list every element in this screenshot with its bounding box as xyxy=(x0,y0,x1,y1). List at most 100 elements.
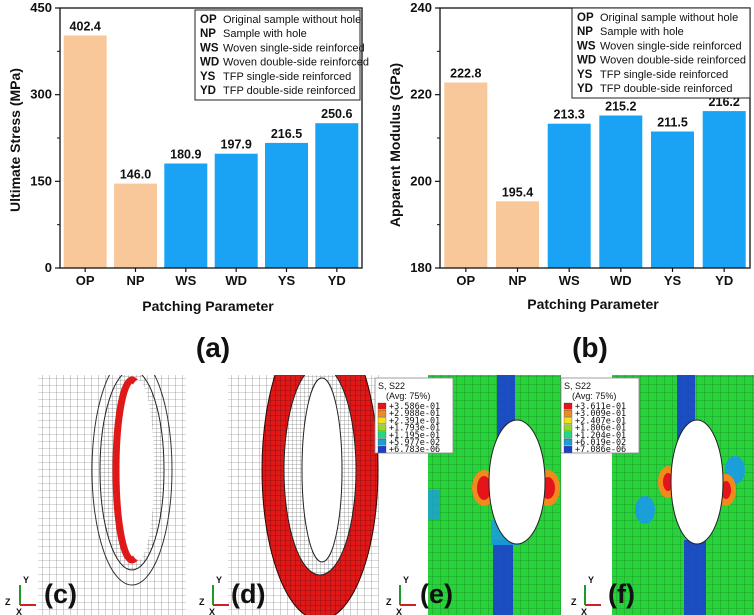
contour-value: +3.009e-01 xyxy=(575,409,626,419)
legend-description: TFP single-side reinforced xyxy=(600,69,728,81)
axis-y-label: Y xyxy=(216,575,222,585)
image-label-c: (c) xyxy=(44,579,77,609)
bar-yd xyxy=(315,123,359,268)
chart-b-apparent-modulus: 222.8 195.4 213.3 215.2 211.5 216.2 OP NP WS WD Y… xyxy=(387,0,751,363)
data-label-ys: 216.5 xyxy=(271,127,302,141)
x-tick-label: WD xyxy=(225,273,247,288)
legend-description: TFP double-side reinforced xyxy=(600,83,732,95)
contour-swatch xyxy=(563,431,573,439)
bar-ws xyxy=(547,123,591,268)
axis-x-label: X xyxy=(581,607,587,615)
legend-description: Woven double-side reinforced xyxy=(223,57,369,69)
x-tick-label: YS xyxy=(278,273,296,288)
e-legend-title: S, S22 xyxy=(378,381,405,391)
y-tick-label: 450 xyxy=(30,0,52,15)
chart-b-ylabel: Apparent Modulus (GPa) xyxy=(387,63,403,227)
legend-code: WD xyxy=(577,55,596,67)
contour-value: +2.407e-01 xyxy=(575,416,626,426)
data-label-np: 195.4 xyxy=(502,185,533,199)
chart-a-ultimate-stress: 402.4 146.0 180.9 197.9 216.5 250.6 OP NP WS WD Y… xyxy=(7,0,369,363)
data-label-yd: 216.2 xyxy=(709,95,740,109)
axis-triad-e: Y Z X xyxy=(386,575,416,615)
contour-swatch xyxy=(377,417,387,424)
legend-description: Original sample without hole xyxy=(600,12,738,24)
legend-code: NP xyxy=(200,28,216,40)
legend-box xyxy=(571,7,751,99)
contour-value: +3.586e-01 xyxy=(389,402,440,412)
axis-z-label: Z xyxy=(5,597,11,607)
axis-x-label: X xyxy=(209,607,215,615)
legend-description: Woven single-side reinforced xyxy=(600,40,742,52)
image-panel-c xyxy=(38,375,186,615)
axis-triad-f: Y Z X xyxy=(571,575,601,615)
bar-ys xyxy=(651,131,694,268)
contour-legend-f: S, S22 (Avg: 75%) +3.611e-01+3.009e-01+2… xyxy=(560,377,640,455)
contour-value: +1.204e-01 xyxy=(575,431,626,441)
x-tick-label: NP xyxy=(508,273,526,288)
data-label-ws: 213.3 xyxy=(554,108,585,122)
axis-y-label: Y xyxy=(403,575,409,585)
contour-swatch xyxy=(563,410,573,417)
x-tick-label: WS xyxy=(559,273,580,288)
legend-description: Woven single-side reinforced xyxy=(223,42,365,54)
bar-np xyxy=(496,201,539,268)
bar-wd xyxy=(214,153,258,268)
data-label-wd: 197.9 xyxy=(221,138,252,152)
y-tick-label: 180 xyxy=(410,260,432,275)
axis-y-label: Y xyxy=(23,575,29,585)
x-tick-label: OP xyxy=(456,273,475,288)
axis-z-label: Z xyxy=(199,597,205,607)
legend-code: WS xyxy=(577,40,596,52)
axis-z-label: Z xyxy=(386,597,392,607)
image-panel-d xyxy=(228,375,379,615)
x-tick-label: WD xyxy=(610,273,632,288)
legend-description: TFP single-side reinforced xyxy=(223,71,351,83)
legend-code: YD xyxy=(200,85,216,97)
bar-yd xyxy=(702,111,746,268)
data-label-ws: 180.9 xyxy=(170,148,201,162)
legend-description: TFP double-side reinforced xyxy=(223,85,355,97)
image-label-e: (e) xyxy=(420,579,453,609)
image-label-d: (d) xyxy=(231,579,265,609)
contour-swatch xyxy=(563,446,573,453)
contour-swatch xyxy=(563,402,573,410)
x-tick-label: YD xyxy=(328,273,346,288)
axis-z-label: Z xyxy=(571,597,577,607)
data-label-np: 146.0 xyxy=(120,168,151,182)
y-tick-label: 220 xyxy=(410,87,432,102)
contour-swatch xyxy=(563,438,573,446)
chart-b-xlabel: Patching Parameter xyxy=(527,296,659,312)
chart-a-panel-label: (a) xyxy=(196,332,230,363)
chart-b-panel-label: (b) xyxy=(572,332,608,363)
bar-op xyxy=(444,82,488,268)
contour-legend-e: S, S22 (Avg: 75%) +3.586e-01+2.988e-01+2… xyxy=(374,377,454,455)
contour-value: +1.806e-01 xyxy=(575,424,626,434)
legend-code: NP xyxy=(577,26,593,38)
contour-value: +1.793e-01 xyxy=(389,424,440,434)
data-label-wd: 215.2 xyxy=(605,100,636,114)
bar-ys xyxy=(265,142,308,268)
contour-value: +6.019e-02 xyxy=(575,438,626,448)
bar-np xyxy=(114,183,157,268)
f-legend-title: S, S22 xyxy=(564,381,591,391)
axis-x-label: X xyxy=(16,607,22,615)
y-tick-label: 0 xyxy=(45,260,52,275)
legend-code: WD xyxy=(200,57,219,69)
x-tick-label: YD xyxy=(715,273,733,288)
contour-value: +2.988e-01 xyxy=(389,409,440,419)
contour-swatch xyxy=(377,431,387,439)
legend-code: YS xyxy=(577,69,593,81)
data-label-op: 402.4 xyxy=(70,20,101,34)
x-tick-label: YS xyxy=(664,273,682,288)
contour-swatch xyxy=(377,438,387,446)
image-label-f: (f) xyxy=(608,579,635,609)
contour-value: +6.783e-06 xyxy=(389,445,440,455)
y-tick-label: 240 xyxy=(410,0,432,15)
chart-a-ylabel: Ultimate Stress (MPa) xyxy=(7,68,23,212)
legend-description: Original sample without hole xyxy=(223,14,361,26)
legend-box xyxy=(194,9,361,101)
contour-value: +2.391e-01 xyxy=(389,416,440,426)
axis-triad-d: Y Z X xyxy=(199,575,229,615)
legend-description: Woven double-side reinforced xyxy=(600,55,746,67)
legend-code: YS xyxy=(200,71,216,83)
